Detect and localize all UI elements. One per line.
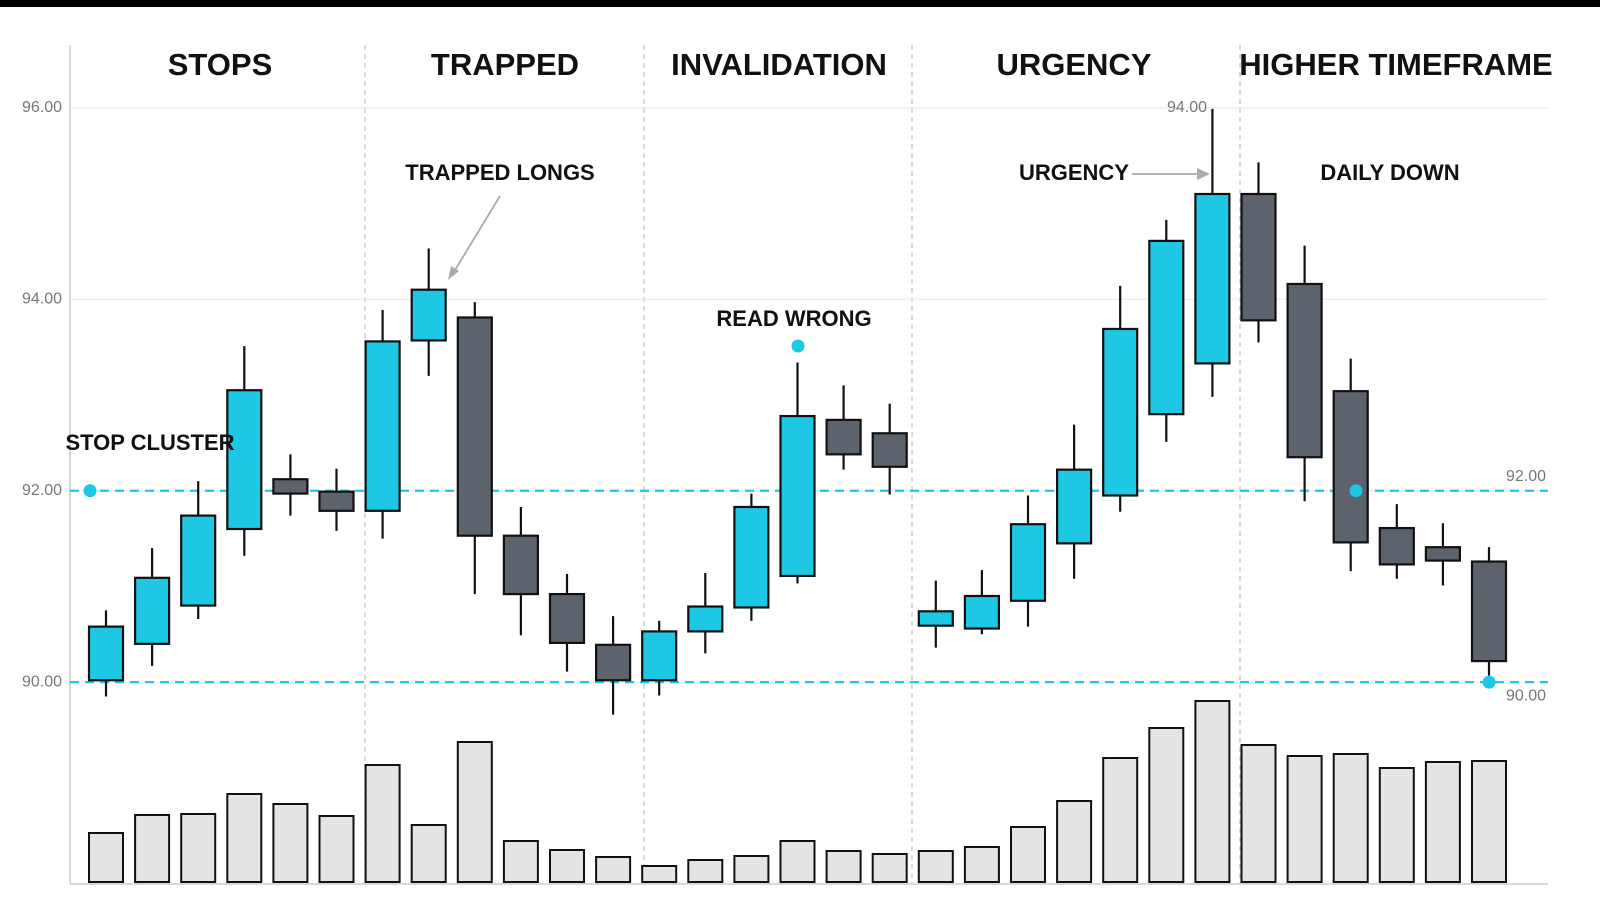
candle-body (594, 643, 632, 682)
volume-bar (1056, 800, 1093, 883)
volume-bar (917, 850, 954, 883)
level-label: 92.00 (1506, 468, 1546, 485)
y-tick-label: 94.00 (22, 291, 62, 308)
volume-bar (549, 849, 585, 883)
volume-bar (1010, 826, 1046, 883)
volume-bar (180, 813, 217, 883)
y-tick-label: 96.00 (22, 99, 62, 116)
arrow-head (1197, 168, 1210, 180)
volume-bar (733, 855, 770, 883)
section-title: TRAPPED (431, 47, 579, 82)
candle-body (364, 340, 401, 512)
candle-body (1378, 526, 1415, 566)
marker-dot (83, 484, 97, 498)
volume-bar (364, 764, 401, 883)
arrow (451, 195, 501, 276)
volume-bar (595, 856, 632, 883)
volume-bar (963, 846, 1000, 883)
candle-body (1102, 327, 1139, 497)
candle-body (1194, 192, 1231, 365)
volume-bar (1424, 761, 1461, 883)
section-dividers (364, 45, 1241, 884)
volume-bar (1378, 767, 1415, 883)
volume-bar (1148, 727, 1185, 883)
volume-bar (871, 853, 908, 883)
candle-body (779, 414, 816, 577)
volume-bar (1240, 744, 1277, 883)
annotation: URGENCY (1019, 160, 1129, 185)
annotation: DAILY DOWN (1320, 160, 1459, 185)
level-label: 90.00 (1506, 687, 1546, 704)
annotation: TRAPPED LONGS (405, 160, 594, 185)
volume-bar (456, 741, 493, 883)
candle-body (1240, 192, 1277, 322)
candle-body (825, 418, 862, 456)
candle-body (963, 594, 1001, 630)
volume-bar (272, 803, 309, 883)
volume-bar (88, 832, 124, 883)
top-bar (0, 0, 1600, 7)
volume-bar (1102, 757, 1139, 883)
volume-bar (134, 814, 171, 883)
annotation: STOP CLUSTER (65, 430, 234, 455)
arrow-head (448, 266, 459, 280)
annotation: READ WRONG (716, 306, 871, 331)
volume-bar (1286, 755, 1323, 883)
volume-bar (318, 815, 355, 883)
section-title: INVALIDATION (671, 47, 887, 82)
candle-body (917, 610, 954, 627)
candle-body (318, 490, 355, 512)
annotation: 94.00 (1167, 99, 1207, 116)
marker-dot (791, 339, 805, 353)
candle-body (1148, 239, 1185, 416)
y-tick-label: 92.00 (22, 482, 62, 499)
candle-body (871, 432, 908, 468)
volume-bar (1194, 700, 1231, 883)
volume-bar (226, 793, 263, 883)
candle-body (1055, 468, 1093, 545)
section-title: HIGHER TIMEFRAME (1239, 47, 1552, 82)
candle-body (1470, 560, 1508, 663)
marker-dot (791, 484, 805, 498)
candle-body (733, 505, 770, 609)
candle-body (226, 389, 263, 531)
candle-body (548, 592, 586, 644)
volume-bar (1471, 760, 1507, 883)
candle-body (1009, 523, 1047, 602)
y-tick-label: 90.00 (22, 673, 62, 690)
candle-body (180, 514, 217, 607)
volume-bar (641, 865, 678, 883)
candle-body (134, 576, 171, 645)
marker-dot (1349, 484, 1363, 498)
candle-body (502, 534, 539, 596)
candle-body (687, 605, 724, 633)
volume-bar (410, 824, 447, 883)
marker-dot (1482, 675, 1496, 689)
candle-body (1286, 282, 1323, 459)
candle-body (272, 478, 309, 495)
candle-body (410, 288, 447, 342)
volume-bar (687, 859, 724, 883)
volume-bar (779, 840, 816, 883)
volume-bar (502, 840, 539, 883)
candle-body (87, 625, 125, 682)
candle-body (641, 630, 678, 682)
volume-bar (825, 850, 862, 883)
section-title: URGENCY (996, 47, 1151, 82)
candle-body (456, 316, 493, 537)
volume-bar (1332, 753, 1369, 883)
candle-body (1424, 546, 1462, 562)
section-title: STOPS (168, 47, 273, 82)
candle-body (1332, 390, 1369, 544)
